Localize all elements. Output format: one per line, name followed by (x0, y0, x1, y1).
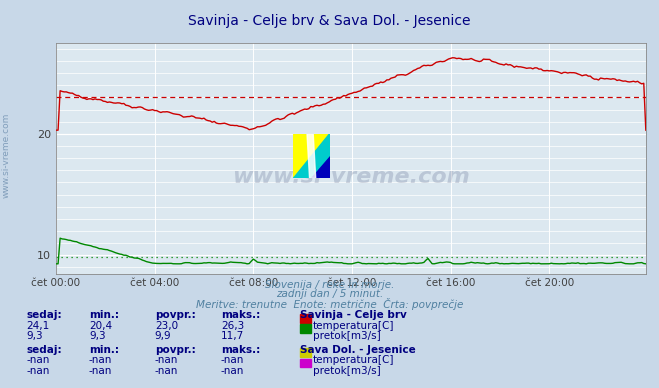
Text: www.si-vreme.com: www.si-vreme.com (232, 166, 470, 187)
Text: maks.:: maks.: (221, 310, 260, 320)
Text: sedaj:: sedaj: (26, 310, 62, 320)
Text: temperatura[C]: temperatura[C] (313, 355, 395, 365)
Text: -nan: -nan (155, 355, 178, 365)
Text: maks.:: maks.: (221, 345, 260, 355)
Text: 20,4: 20,4 (89, 321, 112, 331)
Text: zadnji dan / 5 minut.: zadnji dan / 5 minut. (276, 289, 383, 299)
Text: -nan: -nan (89, 366, 112, 376)
Text: -nan: -nan (221, 355, 244, 365)
Text: Savinja - Celje brv & Sava Dol. - Jesenice: Savinja - Celje brv & Sava Dol. - Jeseni… (188, 14, 471, 28)
Polygon shape (293, 134, 330, 178)
Polygon shape (293, 134, 330, 178)
Text: -nan: -nan (26, 366, 49, 376)
Text: pretok[m3/s]: pretok[m3/s] (313, 331, 381, 341)
Text: povpr.:: povpr.: (155, 310, 196, 320)
Text: sedaj:: sedaj: (26, 345, 62, 355)
Text: 23,0: 23,0 (155, 321, 178, 331)
Text: -nan: -nan (26, 355, 49, 365)
Text: Slovenija / reke in morje.: Slovenija / reke in morje. (265, 280, 394, 290)
Text: -nan: -nan (89, 355, 112, 365)
Text: Savinja - Celje brv: Savinja - Celje brv (300, 310, 407, 320)
Polygon shape (312, 156, 330, 178)
Text: 9,9: 9,9 (155, 331, 171, 341)
Text: temperatura[C]: temperatura[C] (313, 321, 395, 331)
Text: 11,7: 11,7 (221, 331, 244, 341)
Text: pretok[m3/s]: pretok[m3/s] (313, 366, 381, 376)
Text: 9,3: 9,3 (26, 331, 43, 341)
Text: 9,3: 9,3 (89, 331, 105, 341)
Text: -nan: -nan (155, 366, 178, 376)
Text: 26,3: 26,3 (221, 321, 244, 331)
Text: min.:: min.: (89, 345, 119, 355)
Polygon shape (307, 134, 316, 178)
Text: povpr.:: povpr.: (155, 345, 196, 355)
Text: -nan: -nan (221, 366, 244, 376)
Text: min.:: min.: (89, 310, 119, 320)
Text: Sava Dol. - Jesenice: Sava Dol. - Jesenice (300, 345, 416, 355)
Text: Meritve: trenutne  Enote: metrične  Črta: povprečje: Meritve: trenutne Enote: metrične Črta: … (196, 298, 463, 310)
Text: www.si-vreme.com: www.si-vreme.com (2, 113, 11, 198)
Text: 24,1: 24,1 (26, 321, 49, 331)
